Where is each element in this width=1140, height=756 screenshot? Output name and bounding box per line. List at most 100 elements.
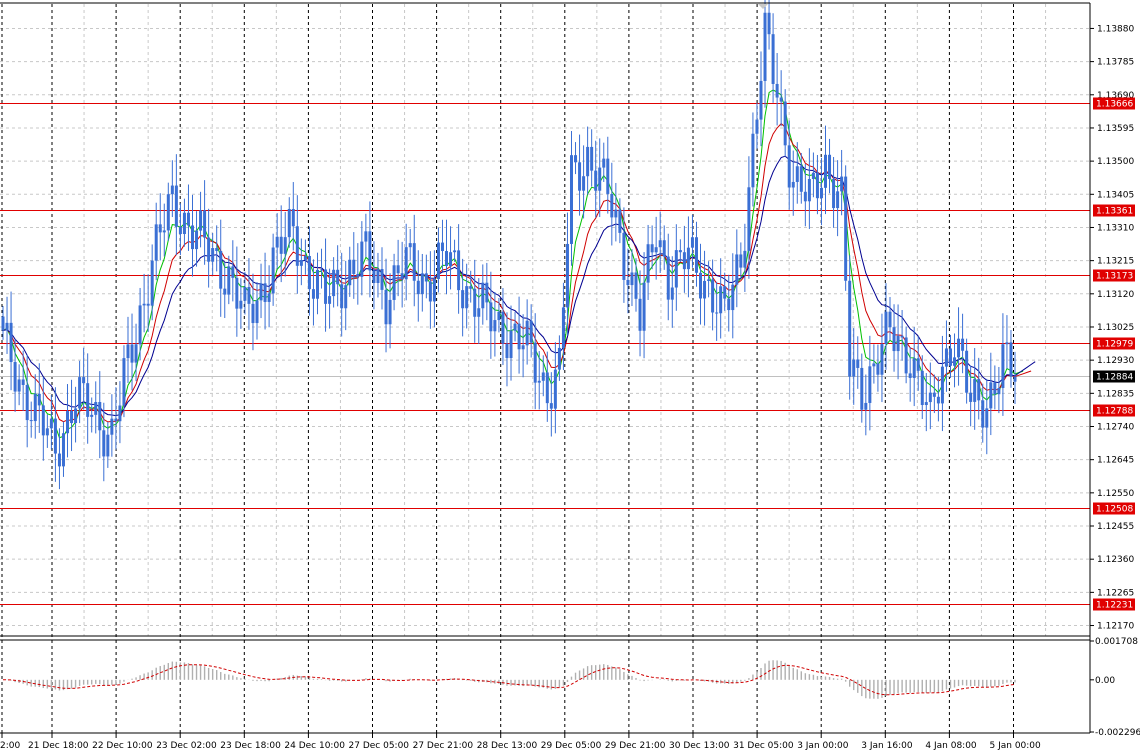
candle-body [388, 299, 392, 325]
candle-body [70, 410, 74, 424]
candle-body [78, 377, 82, 409]
candle-body [481, 282, 485, 309]
candle-body [699, 272, 703, 299]
candle-body [723, 286, 727, 299]
level-tag-label: 1.12788 [1096, 407, 1133, 417]
y-tick-label: 1.13310 [1097, 223, 1134, 233]
candle-body [670, 287, 674, 300]
candle-body [872, 363, 876, 367]
candle-body [114, 418, 118, 422]
y-tick-label: 1.13880 [1097, 24, 1134, 34]
candle-body [674, 250, 678, 288]
candle-body [501, 311, 505, 344]
candle-body [336, 269, 340, 285]
x-tick-label: 5 Jan 00:00 [990, 741, 1042, 751]
candle-body [134, 344, 138, 363]
candle-body [404, 247, 408, 280]
candle-body [844, 176, 848, 281]
candle-body [182, 212, 186, 235]
candle-body [207, 237, 211, 262]
candle-body [626, 279, 630, 286]
x-tick-label: 29 Dec 21:00 [605, 741, 666, 751]
candle-body [344, 285, 348, 309]
candle-body [98, 402, 102, 431]
candle-body [271, 247, 275, 294]
candle-body [255, 300, 259, 324]
candle-body [424, 273, 428, 282]
y-tick-label: 1.12645 [1097, 456, 1134, 466]
candle-body [57, 453, 61, 467]
candle-body [896, 335, 900, 352]
candle-body [170, 185, 174, 195]
candle-body [860, 367, 864, 410]
candle-body [174, 185, 178, 227]
candle-body [376, 269, 380, 283]
candle-body [977, 379, 981, 401]
candle-body [993, 382, 997, 395]
candle-body [525, 320, 529, 346]
candle-body [658, 240, 662, 248]
candle-body [590, 146, 594, 171]
candle-body [243, 286, 247, 301]
candle-body [819, 187, 823, 199]
candle-body [678, 250, 682, 253]
x-tick-label: 23 Dec 02:00 [156, 741, 217, 751]
current-price-tag [1093, 370, 1135, 383]
level-tag [1093, 269, 1135, 282]
candle-body [74, 408, 78, 424]
candle-body [840, 176, 844, 192]
candle-body [880, 344, 884, 375]
candle-body [618, 209, 622, 233]
candle-body [775, 83, 779, 98]
candle-body [61, 433, 65, 467]
candle-body [533, 342, 537, 383]
candle-body [682, 252, 686, 270]
candle-body [279, 236, 283, 254]
candle-body [239, 300, 243, 309]
candle-body [610, 193, 614, 218]
candle-body [565, 243, 569, 308]
candle-body [17, 379, 21, 392]
candle-body [33, 393, 37, 422]
candle-body [9, 322, 13, 363]
candle-body [908, 373, 912, 378]
candle-body [876, 363, 880, 375]
candle-body [259, 283, 263, 301]
level-tag-label: 1.13173 [1096, 272, 1133, 282]
candle-body [13, 362, 17, 392]
candle-body [509, 330, 513, 359]
candle-body [832, 178, 836, 209]
level-tag [1093, 404, 1135, 417]
candle-body [267, 293, 271, 302]
candle-body [727, 298, 731, 311]
candle-body [457, 250, 461, 291]
candle-body [138, 305, 142, 345]
candle-body [380, 269, 384, 290]
candle-body [602, 158, 606, 168]
candle-body [824, 154, 828, 188]
candle-body [707, 279, 711, 281]
y-tick-label: 1.12550 [1097, 489, 1134, 499]
candle-body [529, 320, 533, 343]
y-tick-label: 1.13120 [1097, 290, 1134, 300]
candle-body [37, 393, 41, 406]
candle-body [275, 236, 279, 248]
candle-body [569, 155, 573, 244]
candle-body [811, 172, 815, 180]
candle-body [465, 286, 469, 309]
candle-body [940, 366, 944, 404]
x-tick-label: 3 Jan 00:00 [797, 741, 849, 751]
candle-body [759, 80, 763, 120]
candle-body [614, 209, 618, 218]
candle-body [630, 272, 634, 286]
candle-body [948, 348, 952, 366]
candle-body [836, 191, 840, 209]
candle-body [779, 97, 783, 102]
candle-body [1009, 342, 1013, 377]
candle-body [416, 280, 420, 295]
candle-body [158, 224, 162, 233]
candle-body [356, 273, 360, 277]
candle-body [130, 344, 134, 363]
candle-body [303, 255, 307, 261]
